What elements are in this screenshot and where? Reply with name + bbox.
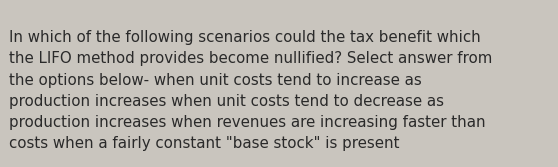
Text: In which of the following scenarios could the tax benefit which
the LIFO method : In which of the following scenarios coul…: [9, 30, 492, 151]
